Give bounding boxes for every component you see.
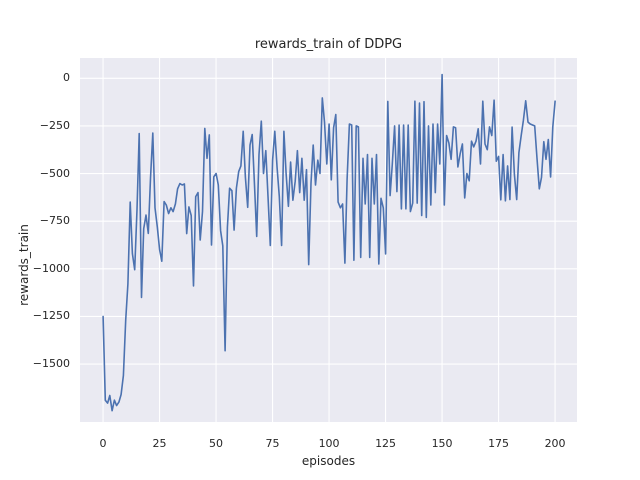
y-tick-label: −250 <box>39 118 70 132</box>
x-tick-label: 200 <box>544 437 566 450</box>
x-tick-label: 150 <box>431 437 453 450</box>
y-tick-label: −500 <box>39 166 70 180</box>
x-tick-label: 25 <box>152 437 167 450</box>
y-tick-label: −750 <box>39 214 70 228</box>
x-tick-label: 125 <box>375 437 397 450</box>
y-tick-label: −1250 <box>32 309 70 323</box>
x-axis-label: episodes <box>301 454 356 468</box>
y-tick-label: −1000 <box>32 261 70 275</box>
chart-title: rewards_train of DDPG <box>254 37 403 52</box>
x-tick-label: 75 <box>265 437 280 450</box>
x-tick-label: 0 <box>99 437 107 450</box>
x-tick-label: 100 <box>318 437 340 450</box>
x-tick-label: 50 <box>209 437 224 450</box>
y-tick-label: −1500 <box>32 357 70 371</box>
plot-area <box>80 58 577 422</box>
series-line-rewards-train <box>102 73 556 412</box>
y-tick-label: 0 <box>63 71 70 85</box>
x-tick-label: 175 <box>488 437 510 450</box>
